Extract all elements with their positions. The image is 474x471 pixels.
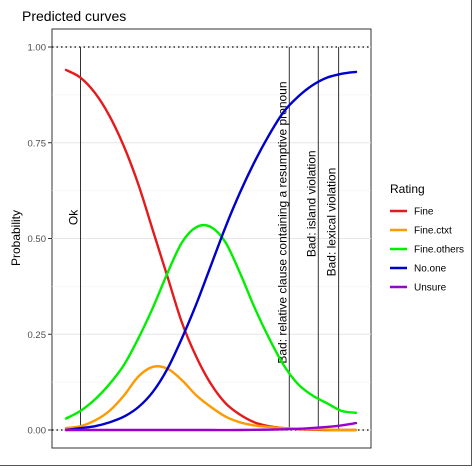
legend-title: Rating [390, 182, 425, 196]
y-tick-label: 0.50 [28, 234, 47, 245]
legend-label: Fine [414, 207, 434, 218]
legend-item: No.one [390, 264, 447, 275]
annotation-label: Bad: island violation [304, 150, 318, 257]
legend-item: Fine.others [390, 245, 464, 256]
y-tick-label: 0.75 [28, 138, 47, 149]
legend-item: Unsure [390, 283, 447, 294]
legend: Rating Fine Fine.ctxt Fine.others No.one Uns… [390, 182, 464, 294]
legend-item: Fine.ctxt [390, 226, 452, 237]
annotation-label: Ok [67, 209, 81, 225]
y-tick-label: 1.00 [28, 43, 47, 54]
legend-label: Fine.others [414, 245, 464, 256]
annotation-label: Bad: relative clause containing a resump… [275, 81, 289, 363]
y-axis-label: Probability [9, 210, 23, 266]
series-line-unsure [64, 421, 358, 432]
annotation-label: Bad: lexical violation [325, 168, 339, 277]
y-axis: 0.00 0.25 0.50 0.75 1.00 [28, 43, 52, 437]
series-line-no-one [64, 70, 358, 432]
chart-title: Predicted curves [22, 8, 126, 24]
legend-label: No.one [414, 264, 447, 275]
y-tick-label: 0.25 [28, 330, 47, 341]
y-tick-label: 0.00 [28, 426, 47, 437]
legend-label: Unsure [414, 283, 447, 294]
legend-label: Fine.ctxt [414, 226, 452, 237]
plot-panel: Ok Bad: relative clause containing a resu… [51, 28, 372, 449]
legend-item: Fine [390, 207, 434, 218]
series-line-fine-others [64, 223, 358, 420]
